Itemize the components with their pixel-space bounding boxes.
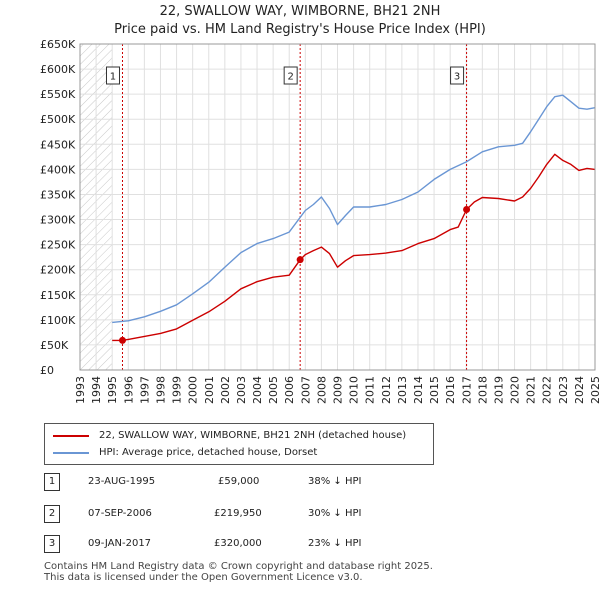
y-tick-label: £400K [40,163,76,176]
x-tick-label: 2009 [332,376,345,404]
sale-point [118,336,126,344]
x-tick-label: 2002 [219,376,232,404]
footer-licence: This data is licensed under the Open Gov… [44,572,363,583]
x-tick-label: 1994 [90,376,103,404]
chart-subtitle: Price paid vs. HM Land Registry's House … [114,22,486,37]
sale-marker-box [450,66,465,85]
x-tick-label: 1993 [74,376,87,404]
sale-marker-label: 2 [287,72,293,83]
x-tick-label: 2006 [283,376,296,404]
sale-point [296,256,304,264]
x-tick-label: 1997 [138,376,151,404]
y-tick-label: £300K [40,214,76,227]
x-tick-label: 2023 [557,376,570,404]
y-tick-label: £50K [40,339,69,352]
x-tick-label: 2011 [364,376,377,404]
transaction-date: 07-SEP-2006 [88,508,152,519]
x-tick-label: 2017 [460,376,473,404]
transaction-date: 09-JAN-2017 [88,538,152,549]
y-tick-label: £250K [40,239,76,252]
x-tick-label: 2004 [251,376,264,404]
x-tick-label: 1996 [122,376,135,404]
x-tick-label: 2022 [541,376,554,404]
y-tick-label: £450K [40,138,76,151]
x-tick-label: 2024 [573,376,586,404]
y-tick-label: £200K [40,264,76,277]
x-tick-label: 2007 [299,376,312,404]
x-tick-label: 2015 [428,376,441,404]
plot-area-border [79,43,596,371]
sale-marker-label: 3 [454,72,460,83]
x-tick-label: 2001 [203,376,216,404]
legend-swatch-hpi [53,452,89,454]
x-tick-label: 2013 [396,376,409,404]
transaction-price: £219,950 [214,508,262,519]
sale-point [463,206,471,214]
legend-label-property: 22, SWALLOW WAY, WIMBORNE, BH21 2NH (det… [99,430,407,441]
transaction-number: 3 [44,535,60,553]
x-tick-label: 2016 [444,376,457,404]
x-tick-label: 2020 [509,376,522,404]
legend-label-hpi: HPI: Average price, detached house, Dors… [99,447,318,458]
chart-title: 22, SWALLOW WAY, WIMBORNE, BH21 2NH [159,4,441,19]
transaction-number: 2 [44,505,60,523]
series-line [112,94,596,324]
x-tick-label: 2019 [492,376,505,404]
sale-marker-box [283,66,298,85]
transaction-hpi-diff: 30% ↓ HPI [308,508,362,519]
x-tick-label: 2025 [589,376,600,404]
x-tick-label: 2021 [525,376,538,404]
y-tick-label: £100K [40,314,76,327]
x-tick-label: 2014 [412,376,425,404]
x-tick-label: 2018 [476,376,489,404]
footer-copyright: Contains HM Land Registry data © Crown c… [44,561,433,572]
x-tick-label: 2010 [348,376,361,404]
sale-marker-box [105,66,120,85]
series-line [112,153,596,342]
x-tick-label: 2012 [380,376,393,404]
transaction-date: 23-AUG-1995 [88,476,156,487]
x-tick-label: 2003 [235,376,248,404]
y-tick-label: £650K [40,38,76,51]
legend: 22, SWALLOW WAY, WIMBORNE, BH21 2NH (det… [44,423,434,465]
x-tick-label: 2008 [315,376,328,404]
y-tick-label: £600K [40,63,76,76]
x-tick-label: 1999 [171,376,184,404]
x-tick-label: 2005 [267,376,280,404]
x-tick-label: 1998 [154,376,167,404]
footer: Contains HM Land Registry data © Crown c… [44,561,433,583]
y-tick-label: £0 [40,364,54,377]
price-chart: 1 2 3 £0 £50K £100K £150K £200K £250K £300K £350K… [40,38,600,404]
y-tick-label: £550K [40,88,76,101]
y-tick-label: £150K [40,289,76,302]
transaction-hpi-diff: 38% ↓ HPI [308,476,362,487]
transaction-price: £59,000 [218,476,260,487]
y-tick-label: £500K [40,113,76,126]
x-tick-label: 2000 [187,376,200,404]
y-tick-label: £350K [40,188,76,201]
sale-marker-label: 1 [110,72,116,83]
x-tick-label: 1995 [106,376,119,404]
legend-swatch-property [53,435,89,437]
transaction-number: 1 [44,473,60,491]
transaction-hpi-diff: 23% ↓ HPI [308,538,362,549]
transaction-price: £320,000 [214,538,262,549]
